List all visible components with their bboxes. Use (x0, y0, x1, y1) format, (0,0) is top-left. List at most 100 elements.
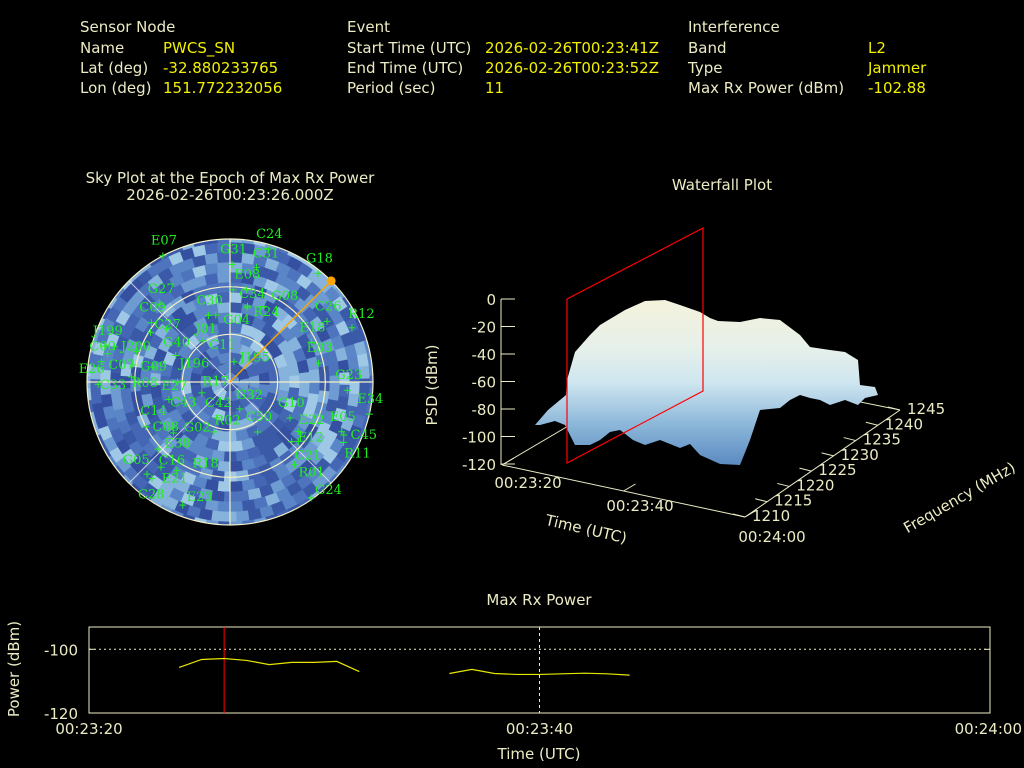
satellite-marker (204, 312, 212, 320)
satellite-marker (242, 286, 250, 294)
sky-cell (204, 519, 219, 525)
satellite-label: G08 (271, 289, 298, 304)
time-tick-label: 00:23:20 (494, 474, 561, 492)
event-start-label: Start Time (UTC) (347, 39, 471, 57)
satellite-marker (365, 410, 373, 418)
sensor-lat-label: Lat (deg) (80, 59, 148, 77)
power-y-label: Power (dBm) (5, 621, 23, 717)
time-tick (744, 509, 758, 518)
frequency-tick-label: 1240 (885, 415, 923, 433)
event-period-label: Period (sec) (347, 79, 436, 97)
sky-cell (87, 399, 94, 414)
frequency-tick (799, 467, 812, 472)
sky-cell (253, 517, 269, 525)
sky-cell (368, 362, 373, 377)
frequency-tick (755, 498, 768, 503)
satellite-label: C09 (139, 301, 166, 316)
satellite-label: E23 (187, 490, 213, 505)
satellite-marker (323, 317, 331, 325)
power-chart-title: Max Rx Power (486, 591, 592, 609)
satellite-marker (213, 414, 221, 422)
satellite-marker (294, 427, 302, 435)
satellite-label: E26 (79, 362, 105, 377)
satellite-marker (230, 358, 238, 366)
sky-cell (216, 501, 231, 513)
sensor-name-label: Name (80, 39, 124, 57)
satellite-label: R01 (299, 466, 325, 481)
satellite-marker (314, 269, 322, 277)
psd-tick-label: 0 (486, 291, 496, 309)
satellite-marker (210, 428, 218, 436)
satellite-marker (348, 324, 356, 332)
sky-cell (210, 490, 225, 503)
satellite-label: E22 (299, 413, 325, 428)
satellite-label: G02 (184, 421, 211, 436)
satellite-marker (147, 319, 155, 327)
satellite-label: G31 (220, 242, 247, 257)
time-tick-label: 00:24:00 (738, 528, 805, 546)
satellite-marker (174, 378, 182, 386)
sky-cell (229, 521, 244, 525)
sky-cell (89, 390, 102, 405)
satellite-marker (252, 263, 260, 271)
power-series-line (178, 657, 360, 673)
frequency-tick-label: 1230 (841, 446, 879, 464)
satellite-label: G18 (306, 251, 333, 266)
satellite-label: C00 (89, 340, 116, 355)
psd-tick-label: -60 (472, 374, 497, 392)
jammer-marker (326, 276, 336, 286)
sky-cell (216, 481, 231, 493)
frequency-tick (821, 452, 834, 457)
power-x-tick-label: 00:23:20 (55, 720, 122, 738)
satellite-marker (148, 474, 156, 482)
sky-cell (87, 387, 92, 402)
sky-cell (229, 239, 244, 243)
psd-tick-label: -80 (472, 401, 497, 419)
epoch-plane (566, 227, 704, 464)
sky-cell (216, 521, 231, 525)
interference-band-label: Band (688, 39, 727, 57)
waterfall-title: Waterfall Plot (672, 176, 772, 194)
satellite-label: C33 (100, 378, 127, 393)
satellite-label: C16 (159, 454, 186, 469)
sky-cell (229, 460, 244, 473)
satellite-marker (315, 359, 323, 367)
time-tick (501, 457, 515, 466)
satellite-marker (97, 358, 105, 366)
frequency-axis-label: Frequency (MHz) (900, 458, 1018, 537)
satellite-label: C34 (239, 287, 266, 302)
waterfall-surface (535, 300, 878, 465)
satellite-label: C11 (209, 338, 236, 353)
power-y-tick-label: -100 (44, 641, 78, 659)
sky-cell (299, 372, 311, 386)
satellite-marker (244, 302, 252, 310)
satellite-marker (147, 328, 154, 336)
satellite-label: R18 (192, 457, 218, 472)
frequency-tick (843, 437, 856, 442)
satellite-label: J196 (177, 357, 209, 372)
frequency-tick (887, 406, 901, 411)
satellite-label: E08 (234, 268, 260, 283)
satellite-marker (165, 396, 173, 404)
satellite-label: E27 (161, 379, 187, 394)
satellite-marker (154, 445, 162, 453)
interference-type-value: Jammer (867, 59, 927, 77)
sky-cell (308, 368, 321, 383)
satellite-label: J01 (193, 322, 217, 337)
sky-cell (338, 384, 351, 399)
sky-cell (229, 481, 244, 493)
skyplot-grid (86, 238, 374, 526)
satellite-marker (157, 463, 165, 471)
satellite-marker (228, 260, 236, 268)
jammer-direction-line (229, 280, 332, 383)
satellite-label: E07 (151, 234, 177, 249)
interference-power-value: -102.88 (868, 79, 926, 97)
sky-cell (328, 387, 341, 402)
satellite-marker (159, 252, 167, 260)
satellite-label: C26 (315, 299, 342, 314)
satellite-marker (129, 361, 137, 369)
satellite-marker (229, 286, 237, 294)
sky-cell (235, 510, 250, 523)
